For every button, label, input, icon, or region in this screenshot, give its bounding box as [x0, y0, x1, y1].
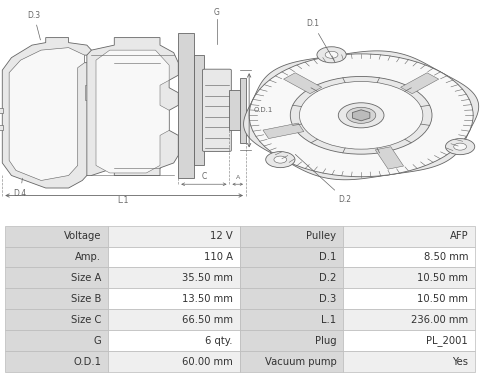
Bar — [344, 226, 475, 247]
Text: D.3: D.3 — [27, 11, 40, 40]
Text: Vacuum pump: Vacuum pump — [264, 357, 336, 367]
Text: Size C: Size C — [71, 315, 101, 325]
Text: 6 qty.: 6 qty. — [205, 336, 233, 346]
Text: D.2: D.2 — [319, 273, 336, 283]
Circle shape — [249, 54, 473, 177]
Bar — [240, 309, 344, 331]
Bar — [5, 226, 108, 247]
Bar — [240, 78, 246, 143]
Text: D.2: D.2 — [295, 155, 351, 204]
Text: L.1: L.1 — [118, 196, 129, 205]
Text: 66.50 mm: 66.50 mm — [182, 315, 233, 325]
Bar — [5, 351, 108, 372]
Text: 35.50 mm: 35.50 mm — [182, 273, 233, 283]
Bar — [240, 267, 344, 288]
Circle shape — [338, 103, 384, 128]
Circle shape — [347, 107, 376, 123]
Text: 13.50 mm: 13.50 mm — [182, 294, 233, 304]
Text: G: G — [94, 336, 101, 346]
Polygon shape — [244, 51, 479, 180]
Bar — [240, 331, 344, 351]
Bar — [240, 288, 344, 309]
Bar — [178, 33, 194, 178]
Text: 8.50 mm: 8.50 mm — [424, 252, 468, 262]
Bar — [344, 351, 475, 372]
Text: 12 V: 12 V — [210, 231, 233, 241]
Bar — [5, 288, 108, 309]
Text: A: A — [236, 175, 240, 180]
Circle shape — [249, 54, 473, 177]
Polygon shape — [84, 85, 98, 100]
Circle shape — [266, 152, 295, 168]
Polygon shape — [375, 147, 404, 169]
Bar — [108, 226, 240, 247]
Text: L.1: L.1 — [321, 315, 336, 325]
Text: Size A: Size A — [71, 273, 101, 283]
Text: Pulley: Pulley — [306, 231, 336, 241]
Bar — [344, 288, 475, 309]
Bar — [5, 331, 108, 351]
Polygon shape — [263, 123, 304, 139]
Circle shape — [317, 47, 346, 63]
Text: 10.50 mm: 10.50 mm — [417, 273, 468, 283]
Text: Yes: Yes — [452, 357, 468, 367]
Text: Size B: Size B — [71, 294, 101, 304]
Text: O.D.1: O.D.1 — [73, 357, 101, 367]
Bar — [344, 309, 475, 331]
Bar — [194, 55, 204, 165]
Bar — [240, 247, 344, 267]
Bar — [240, 351, 344, 372]
Text: D.3: D.3 — [319, 294, 336, 304]
Bar — [229, 90, 240, 130]
Text: PL_2001: PL_2001 — [426, 335, 468, 346]
Bar — [108, 247, 240, 267]
Bar — [5, 247, 108, 267]
Text: C: C — [201, 172, 206, 181]
Polygon shape — [401, 73, 439, 94]
Bar — [344, 331, 475, 351]
Bar — [108, 351, 240, 372]
Bar — [5, 267, 108, 288]
Polygon shape — [87, 38, 178, 176]
Circle shape — [274, 156, 287, 163]
Text: D.4: D.4 — [14, 178, 27, 197]
Text: G: G — [214, 8, 220, 17]
Text: O.D.1: O.D.1 — [254, 107, 273, 113]
Circle shape — [445, 139, 475, 155]
Text: 60.00 mm: 60.00 mm — [182, 357, 233, 367]
Text: AFP: AFP — [449, 231, 468, 241]
Text: D.1: D.1 — [319, 252, 336, 262]
Bar — [240, 226, 344, 247]
FancyBboxPatch shape — [203, 69, 231, 152]
Bar — [108, 331, 240, 351]
Polygon shape — [2, 38, 91, 188]
Text: D.1: D.1 — [306, 19, 335, 62]
Text: 236.00 mm: 236.00 mm — [411, 315, 468, 325]
Circle shape — [325, 51, 338, 58]
Bar — [108, 267, 240, 288]
Text: Voltage: Voltage — [64, 231, 101, 241]
Polygon shape — [96, 50, 169, 173]
Polygon shape — [352, 110, 370, 121]
Bar — [0, 125, 3, 130]
Bar — [108, 288, 240, 309]
Text: Plug: Plug — [315, 336, 336, 346]
Bar — [344, 247, 475, 267]
Bar — [344, 267, 475, 288]
Bar — [5, 309, 108, 331]
Circle shape — [454, 143, 467, 150]
Circle shape — [300, 82, 423, 149]
Bar — [0, 108, 3, 113]
Bar — [108, 309, 240, 331]
Circle shape — [290, 76, 432, 154]
Text: 10.50 mm: 10.50 mm — [417, 294, 468, 304]
Text: Amp.: Amp. — [75, 252, 101, 262]
Text: 110 A: 110 A — [204, 252, 233, 262]
Polygon shape — [284, 73, 322, 94]
Polygon shape — [9, 48, 84, 180]
